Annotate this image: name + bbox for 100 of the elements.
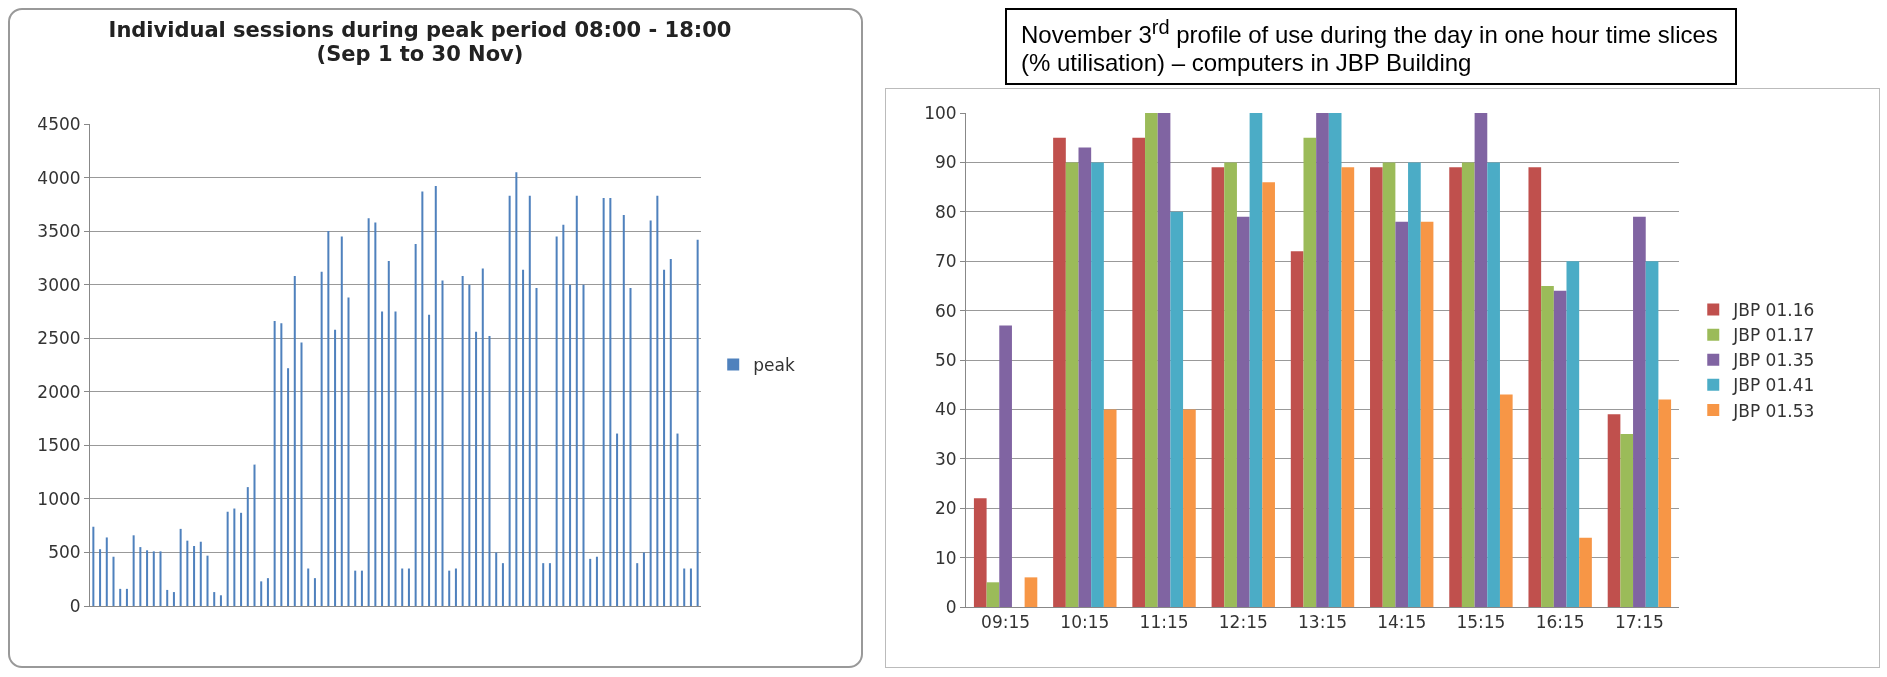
bar xyxy=(1487,162,1500,607)
bar xyxy=(367,218,370,606)
bar xyxy=(461,276,464,606)
bar xyxy=(1341,167,1355,607)
legend-label: JBP 01.35 xyxy=(1732,350,1815,371)
bar xyxy=(1474,113,1488,607)
y-tick-label: 40 xyxy=(934,399,957,420)
legend-label: JBP 01.17 xyxy=(1732,325,1815,346)
bar xyxy=(99,549,102,606)
bar xyxy=(555,236,558,606)
bar xyxy=(313,578,316,606)
bar xyxy=(280,323,283,606)
y-tick-label: 20 xyxy=(934,498,957,519)
bar xyxy=(226,511,229,606)
bar xyxy=(1541,285,1554,607)
bar xyxy=(636,563,639,606)
bar xyxy=(656,195,659,606)
y-tick-label: 4500 xyxy=(37,113,81,134)
legend-label: JBP 01.53 xyxy=(1732,400,1815,421)
bar xyxy=(609,197,612,606)
bar xyxy=(320,271,323,606)
bar xyxy=(253,464,256,606)
bar xyxy=(575,195,578,606)
bar xyxy=(1382,162,1396,607)
x-tick-label: 17:15 xyxy=(1614,612,1664,633)
bar xyxy=(676,433,679,606)
bar xyxy=(1236,216,1250,607)
y-tick-label: 60 xyxy=(934,300,957,321)
chart-title: Individual sessions during peak period 08:00 - 18:00 (Sep 1 to 30 Nov) xyxy=(107,18,733,66)
bar xyxy=(501,563,504,606)
bar xyxy=(105,537,108,606)
bar xyxy=(528,195,531,606)
bar xyxy=(360,570,363,606)
bar xyxy=(1211,167,1225,607)
bar xyxy=(434,186,437,606)
bar xyxy=(1566,261,1580,607)
bar xyxy=(1328,113,1342,607)
x-tick-label: 14:15 xyxy=(1377,612,1427,633)
bar xyxy=(381,311,384,606)
bar xyxy=(186,540,189,606)
y-tick-label: 3000 xyxy=(37,274,81,295)
bar xyxy=(213,592,216,606)
bar xyxy=(481,268,484,606)
y-tick-label: 100 xyxy=(924,102,957,123)
bar xyxy=(569,284,572,606)
bar xyxy=(495,552,498,606)
bar xyxy=(219,595,222,606)
bar xyxy=(468,284,471,606)
bar xyxy=(1553,290,1567,607)
bar xyxy=(986,582,1000,607)
x-tick-label: 09:15 xyxy=(981,612,1031,633)
bar xyxy=(159,551,162,606)
x-tick-label: 11:15 xyxy=(1139,612,1189,633)
bar xyxy=(1145,113,1158,607)
bar xyxy=(327,231,330,606)
bar xyxy=(374,222,377,606)
bar xyxy=(999,325,1012,607)
bar xyxy=(172,592,175,606)
x-tick-label: 12:15 xyxy=(1218,612,1268,633)
y-tick-label: 4000 xyxy=(37,167,81,188)
bar xyxy=(562,224,565,606)
bar xyxy=(683,568,686,606)
y-tick-label: 70 xyxy=(934,251,957,272)
bar xyxy=(1224,162,1237,607)
bar xyxy=(1103,409,1117,607)
bar xyxy=(125,588,128,606)
bar xyxy=(193,546,196,606)
bar xyxy=(1170,211,1184,607)
bar xyxy=(1132,137,1146,607)
legend-label: JBP 01.16 xyxy=(1732,300,1815,321)
bar xyxy=(387,261,390,606)
bar xyxy=(1408,162,1421,607)
bar xyxy=(421,191,424,606)
y-tick-label: 0 xyxy=(69,595,81,616)
bar xyxy=(475,331,478,606)
bar xyxy=(146,550,149,606)
y-tick-label: 80 xyxy=(934,201,957,222)
bar xyxy=(1370,167,1383,607)
bar xyxy=(199,541,202,606)
bar xyxy=(428,314,431,606)
bar xyxy=(696,239,699,606)
bar xyxy=(602,197,605,606)
bar xyxy=(616,433,619,606)
y-tick-label: 3500 xyxy=(37,221,81,242)
bar xyxy=(663,269,666,606)
chart-title: November 3$^{rd}$ profile of use during the day in one hour time slices (% utilisation) – computers in JBP Building xyxy=(1005,8,1737,85)
bar xyxy=(206,555,209,606)
bar xyxy=(515,172,518,606)
bar xyxy=(273,321,276,606)
bar xyxy=(287,368,290,606)
bar xyxy=(689,568,692,606)
bar xyxy=(441,280,444,606)
bar xyxy=(1395,221,1409,607)
bar xyxy=(1183,409,1196,607)
bar xyxy=(266,578,269,606)
bar xyxy=(629,287,632,606)
y-tick-label: 1000 xyxy=(37,488,81,509)
x-tick-label: 10:15 xyxy=(1060,612,1110,633)
x-tick-label: 15:15 xyxy=(1456,612,1506,633)
y-tick-label: 500 xyxy=(48,542,81,563)
